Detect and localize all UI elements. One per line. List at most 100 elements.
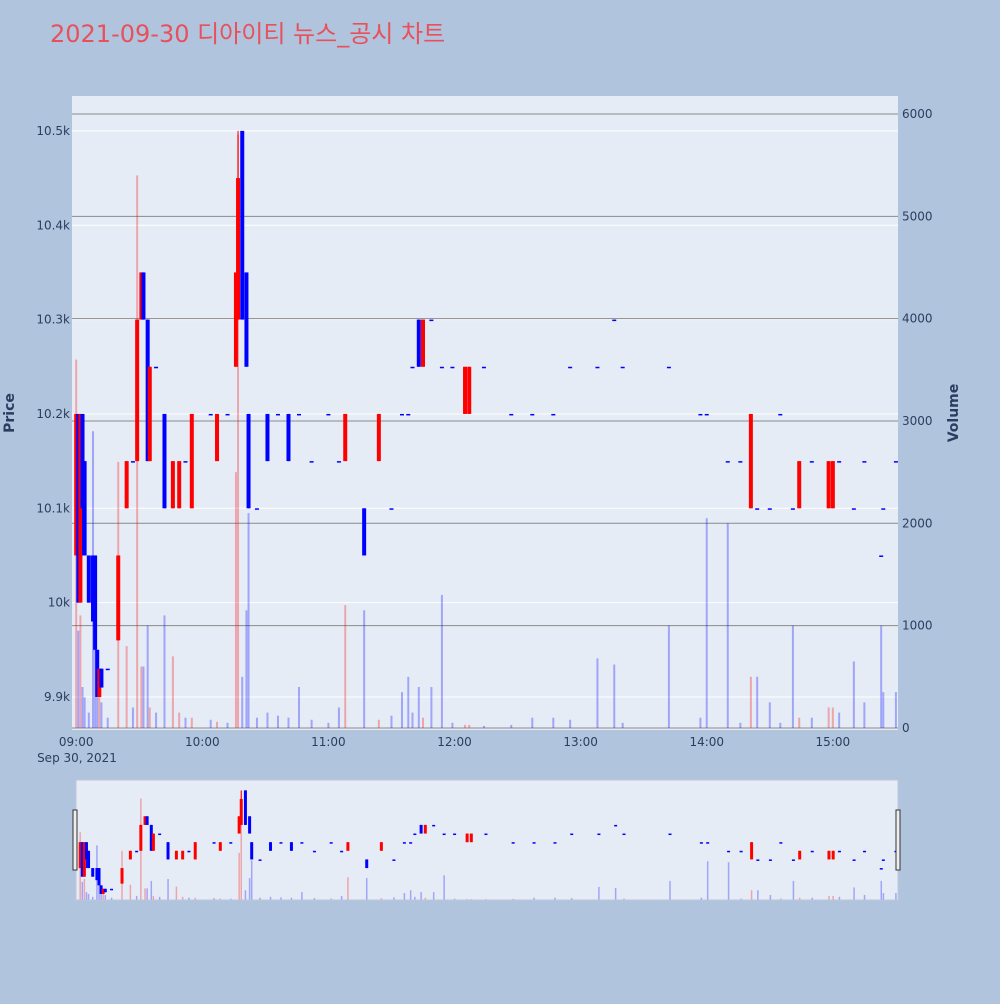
y2-tick-label: 0	[902, 721, 910, 735]
volume-bar	[707, 861, 709, 899]
volume-bar	[883, 893, 885, 900]
volume-bar	[176, 887, 178, 900]
volume-bar	[86, 892, 88, 899]
range-handle[interactable]	[73, 810, 77, 870]
candle-body	[135, 851, 138, 853]
candle-body	[215, 414, 219, 461]
candle-body	[669, 834, 672, 836]
volume-bar	[241, 677, 243, 728]
candle-body	[362, 508, 366, 555]
volume-bar	[194, 898, 196, 900]
volume-bar	[270, 897, 272, 900]
candle-body	[365, 859, 368, 868]
candle-body	[310, 461, 314, 463]
candle-body	[698, 414, 702, 416]
volume-bar	[701, 898, 703, 900]
candle-body	[236, 178, 240, 320]
volume-bar	[338, 707, 340, 727]
y2-tick-label: 6000	[902, 107, 933, 121]
volume-bar	[864, 895, 866, 900]
volume-bar	[411, 713, 413, 728]
candle-body	[247, 414, 251, 508]
candle-body	[530, 414, 534, 416]
x-tick-label: 12:00	[437, 735, 472, 749]
volume-bar	[330, 899, 332, 900]
candle-body	[755, 508, 759, 510]
x-tick-label: 11:00	[311, 735, 346, 749]
volume-bar	[393, 897, 395, 899]
candle-body	[177, 461, 181, 508]
candle-body	[424, 825, 427, 834]
volume-bar	[832, 896, 834, 900]
volume-bar	[172, 656, 174, 728]
candle-body	[346, 842, 349, 851]
candle-body	[326, 414, 330, 416]
volume-bar	[799, 898, 801, 900]
volume-bar	[144, 888, 146, 899]
candle-body	[700, 842, 703, 844]
volume-bar	[441, 595, 443, 728]
range-handle[interactable]	[896, 810, 900, 870]
candle-body	[213, 842, 216, 844]
volume-bar	[227, 723, 229, 728]
y2-tick-label: 2000	[902, 516, 933, 530]
candle-body	[194, 842, 197, 859]
candle-body	[175, 851, 178, 860]
candle-body	[380, 842, 383, 851]
volume-bar	[238, 853, 240, 900]
candle-body	[286, 414, 290, 461]
candle-body	[106, 669, 110, 671]
candle-body	[726, 461, 730, 463]
volume-bar	[414, 897, 416, 900]
volume-bar	[792, 626, 794, 728]
candle-body	[512, 842, 515, 844]
volume-bar	[88, 894, 90, 900]
volume-bar	[216, 722, 218, 728]
candle-body	[797, 461, 801, 508]
candle-body	[894, 461, 898, 463]
candle-body	[389, 508, 393, 510]
volume-bar	[410, 890, 412, 899]
candle-body	[768, 508, 772, 510]
volume-bar	[454, 899, 456, 900]
volume-bar	[669, 881, 671, 900]
volume-bar	[178, 713, 180, 728]
candle-body	[409, 842, 412, 844]
candle-body	[93, 555, 97, 649]
candle-body	[595, 367, 599, 369]
candle-body	[343, 414, 347, 461]
range-slider[interactable]	[76, 780, 898, 900]
candle-body	[482, 367, 486, 369]
volume-bar	[92, 897, 94, 900]
volume-bar	[327, 723, 329, 728]
candle-body	[240, 131, 244, 320]
y-tick-label: 10.2k	[36, 407, 70, 421]
candle-body	[244, 272, 248, 366]
candle-body	[791, 508, 795, 510]
volume-bar	[468, 725, 470, 728]
candle-body	[265, 414, 269, 461]
volume-bar	[184, 718, 186, 728]
candle-body	[827, 851, 830, 860]
volume-bar	[407, 677, 409, 728]
candle-body	[330, 842, 333, 844]
volume-bar	[256, 718, 258, 728]
candle-body	[727, 851, 730, 853]
volume-bar	[811, 898, 813, 900]
volume-bar	[615, 888, 617, 900]
volume-bar	[793, 881, 795, 900]
candle-body	[831, 461, 835, 508]
candle-body	[183, 461, 187, 463]
y-tick-label: 10.5k	[36, 124, 70, 138]
volume-bar	[140, 667, 142, 728]
candle-body	[738, 461, 742, 463]
volume-bar	[740, 899, 742, 900]
candle-body	[838, 851, 841, 853]
candle-body	[756, 859, 759, 861]
volume-bar	[159, 897, 161, 900]
candle-body	[259, 859, 262, 861]
candle-body	[484, 834, 487, 836]
volume-bar	[756, 677, 758, 728]
x-tick-label: 14:00	[689, 735, 724, 749]
volume-bar	[613, 665, 615, 728]
